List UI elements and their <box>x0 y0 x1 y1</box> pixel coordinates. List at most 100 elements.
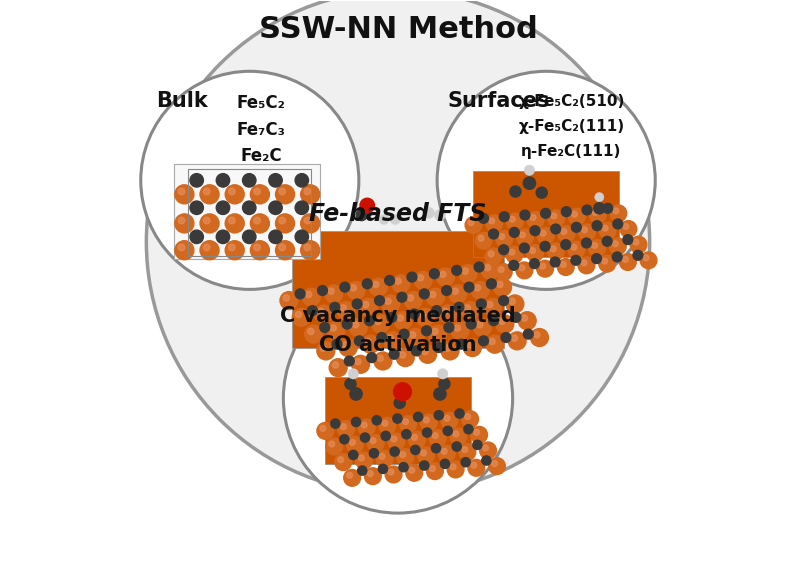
Circle shape <box>178 217 185 224</box>
Circle shape <box>200 214 219 233</box>
Circle shape <box>417 275 423 281</box>
Circle shape <box>342 342 349 348</box>
Circle shape <box>589 239 606 256</box>
Circle shape <box>633 250 643 260</box>
Text: Fe-based FTS: Fe-based FTS <box>310 202 486 226</box>
Circle shape <box>568 209 585 225</box>
Circle shape <box>381 431 390 441</box>
Circle shape <box>333 362 338 368</box>
Circle shape <box>304 188 310 195</box>
Circle shape <box>292 309 310 327</box>
Text: Fe₂C: Fe₂C <box>240 147 282 165</box>
Circle shape <box>499 212 509 221</box>
Circle shape <box>330 359 347 377</box>
Circle shape <box>400 329 409 339</box>
Circle shape <box>275 185 295 204</box>
Circle shape <box>275 214 295 233</box>
Circle shape <box>464 282 474 292</box>
Circle shape <box>178 244 185 251</box>
Circle shape <box>435 210 446 221</box>
Circle shape <box>540 263 545 269</box>
Circle shape <box>352 355 369 373</box>
Circle shape <box>489 316 498 325</box>
Circle shape <box>340 305 346 311</box>
Circle shape <box>339 338 357 356</box>
Circle shape <box>407 329 424 346</box>
Circle shape <box>412 346 421 356</box>
Circle shape <box>506 295 524 313</box>
Circle shape <box>603 203 613 213</box>
Circle shape <box>279 217 286 224</box>
Circle shape <box>389 350 399 359</box>
Circle shape <box>429 269 439 279</box>
Circle shape <box>369 448 379 458</box>
Circle shape <box>392 275 410 293</box>
Circle shape <box>295 201 309 215</box>
Circle shape <box>225 185 244 204</box>
Circle shape <box>440 459 450 469</box>
Circle shape <box>404 292 422 310</box>
Circle shape <box>388 433 404 450</box>
Circle shape <box>429 325 447 343</box>
Circle shape <box>412 434 417 440</box>
Circle shape <box>434 388 446 400</box>
Circle shape <box>613 219 622 229</box>
Circle shape <box>382 295 400 313</box>
Circle shape <box>510 186 521 197</box>
Circle shape <box>203 217 210 224</box>
Circle shape <box>190 201 204 215</box>
Circle shape <box>455 325 461 331</box>
Circle shape <box>340 434 349 444</box>
Circle shape <box>408 294 414 301</box>
Circle shape <box>477 321 483 328</box>
Circle shape <box>506 214 523 230</box>
Circle shape <box>414 271 432 289</box>
Circle shape <box>482 445 489 451</box>
Circle shape <box>362 301 369 308</box>
Circle shape <box>377 451 393 467</box>
Text: Bulk: Bulk <box>157 91 209 111</box>
Circle shape <box>465 414 470 420</box>
Circle shape <box>427 463 443 479</box>
Circle shape <box>582 205 592 215</box>
Circle shape <box>307 306 318 315</box>
Circle shape <box>394 312 412 330</box>
Circle shape <box>540 209 551 218</box>
Circle shape <box>345 356 354 366</box>
Circle shape <box>360 198 374 213</box>
Circle shape <box>423 428 431 437</box>
Circle shape <box>175 185 194 204</box>
Circle shape <box>400 352 406 358</box>
Circle shape <box>557 259 574 275</box>
Circle shape <box>367 353 377 362</box>
Circle shape <box>379 215 389 224</box>
Circle shape <box>640 252 657 269</box>
Circle shape <box>432 433 438 438</box>
Circle shape <box>353 299 362 309</box>
Circle shape <box>474 429 479 435</box>
Circle shape <box>509 260 519 270</box>
Circle shape <box>362 279 373 289</box>
Circle shape <box>318 285 327 296</box>
Circle shape <box>613 208 618 214</box>
Circle shape <box>254 188 260 195</box>
Text: χ-Fe₅C₂(510): χ-Fe₅C₂(510) <box>518 94 625 108</box>
Circle shape <box>454 302 464 312</box>
Circle shape <box>320 345 326 351</box>
Circle shape <box>217 230 230 243</box>
Circle shape <box>489 218 494 224</box>
Circle shape <box>572 223 581 232</box>
Circle shape <box>332 339 342 349</box>
Circle shape <box>382 420 388 426</box>
Circle shape <box>325 285 342 303</box>
Circle shape <box>358 419 375 436</box>
Circle shape <box>496 315 513 333</box>
Circle shape <box>200 241 219 260</box>
Circle shape <box>591 243 598 248</box>
Circle shape <box>301 214 320 233</box>
Circle shape <box>356 452 373 469</box>
Bar <box>474 170 619 257</box>
Circle shape <box>453 431 458 437</box>
Circle shape <box>443 426 452 436</box>
Circle shape <box>560 261 566 268</box>
